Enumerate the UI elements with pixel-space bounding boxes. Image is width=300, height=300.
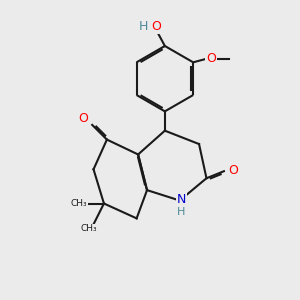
- Text: H: H: [139, 20, 148, 34]
- Text: CH₃: CH₃: [70, 199, 87, 208]
- Text: O: O: [78, 112, 88, 125]
- Text: N: N: [176, 193, 186, 206]
- Text: CH₃: CH₃: [81, 224, 98, 233]
- Text: O: O: [152, 20, 161, 34]
- Text: H: H: [177, 207, 185, 217]
- Text: O: O: [228, 164, 238, 177]
- Text: O: O: [206, 52, 216, 65]
